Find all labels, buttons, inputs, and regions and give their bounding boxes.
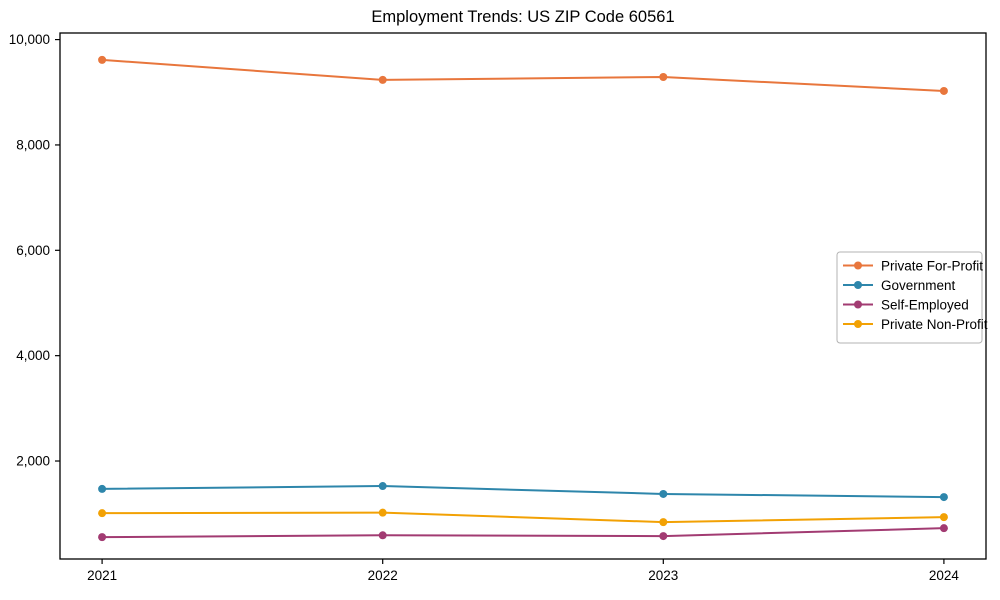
y-axis-tick-label: 4,000 [16,348,50,363]
data-point-marker [939,513,948,522]
x-axis-tick-label: 2021 [87,568,117,583]
legend-label: Government [881,278,956,293]
plot-area-border [59,32,987,560]
legend-marker-icon [854,261,862,270]
legend-marker-icon [854,281,862,289]
legend-label: Private For-Profit [881,258,983,273]
legend-entry-self-employed: Self-Employed [843,297,969,312]
legend-entry-private-for-profit: Private For-Profit [843,258,983,273]
series-self-employed [98,524,948,542]
legend-marker-icon [854,320,862,328]
x-axis-tick-label: 2022 [368,568,398,583]
data-point-marker [378,482,387,491]
legend: Private For-Profit Government Self-Employe… [836,251,988,344]
y-axis-tick-label: 6,000 [16,243,50,258]
data-point-marker [378,75,387,84]
series-line [101,527,945,539]
x-axis-tick-label: 2023 [648,568,678,583]
y-axis-tick-label: 2,000 [16,454,50,469]
data-point-marker [98,55,107,64]
data-point-marker [939,86,948,95]
series-line [101,58,945,92]
series-line [101,511,945,524]
legend-entry-government: Government [843,278,956,293]
series-private-non-profit [98,508,948,527]
series-line [101,485,945,499]
chart-title: Employment Trends: US ZIP Code 60561 [371,8,675,26]
data-point-marker [98,509,107,518]
data-point-marker [98,484,107,493]
data-point-marker [378,531,387,540]
data-point-marker [659,532,668,541]
series-government [98,482,948,502]
legend-label: Self-Employed [881,297,969,312]
x-axis-tick-label: 2024 [929,568,960,583]
data-point-marker [939,493,948,502]
data-point-marker [939,524,948,533]
data-point-marker [659,72,668,81]
data-point-marker [659,489,668,498]
y-axis-tick-label: 8,000 [16,137,50,152]
legend-entry-private-non-profit: Private Non-Profit [843,317,988,332]
legend-box [836,251,983,344]
y-axis-tick-label: 10,000 [9,32,50,47]
data-point-marker [98,533,107,542]
legend-marker-icon [854,300,862,309]
data-point-marker [378,508,387,517]
data-point-marker [659,518,668,527]
series-private-for-profit [98,55,948,95]
legend-label: Private Non-Profit [881,317,988,332]
